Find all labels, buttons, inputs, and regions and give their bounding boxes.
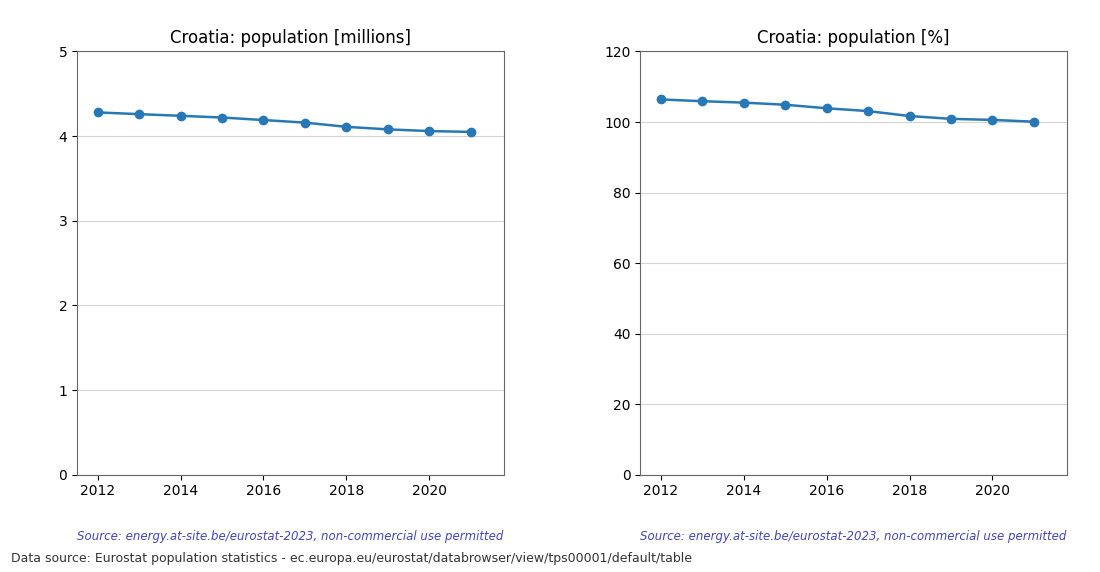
Text: Source: energy.at-site.be/eurostat-2023, non-commercial use permitted: Source: energy.at-site.be/eurostat-2023,… [77,530,504,543]
Text: Data source: Eurostat population statistics - ec.europa.eu/eurostat/databrowser/: Data source: Eurostat population statist… [11,552,692,565]
Title: Croatia: population [millions]: Croatia: population [millions] [169,29,411,47]
Title: Croatia: population [%]: Croatia: population [%] [758,29,950,47]
Text: Source: energy.at-site.be/eurostat-2023, non-commercial use permitted: Source: energy.at-site.be/eurostat-2023,… [640,530,1067,543]
